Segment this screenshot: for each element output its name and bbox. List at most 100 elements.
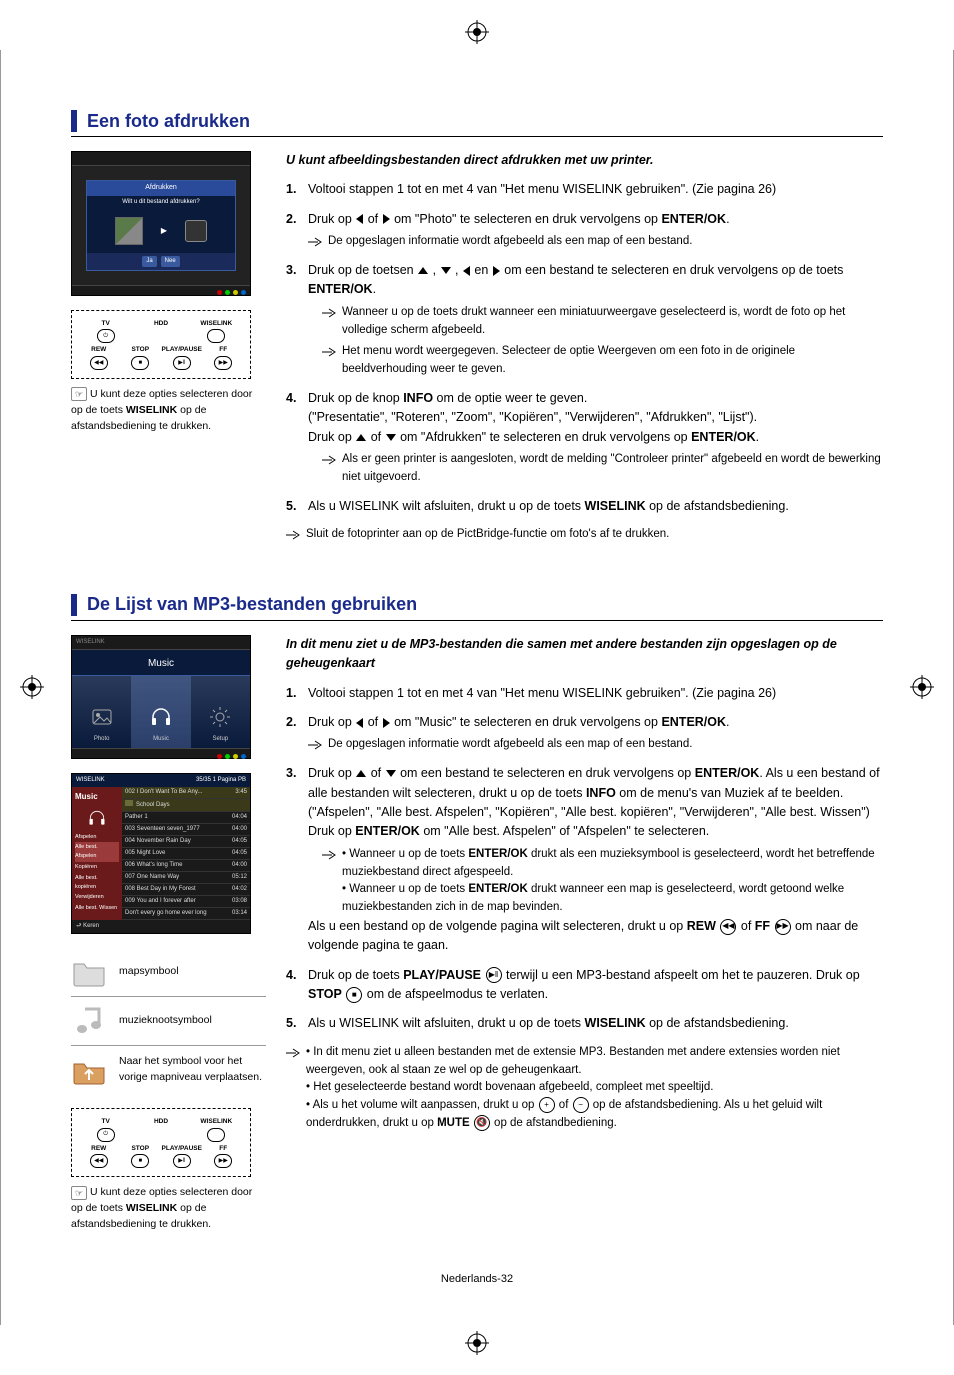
list-row: Pather 104:04 bbox=[122, 812, 250, 824]
note-arrow-icon bbox=[322, 849, 336, 859]
left-column: WISELINK Music Photo Music bbox=[71, 635, 266, 1233]
headphones-icon bbox=[149, 705, 173, 729]
mute-icon: 🔇 bbox=[474, 1115, 490, 1131]
intro-text: In dit menu ziet u de MP3-bestanden die … bbox=[286, 635, 883, 674]
stop-inline-icon: ■ bbox=[346, 987, 362, 1003]
section-title: Een foto afdrukken bbox=[87, 111, 250, 132]
up-arrow-icon bbox=[418, 267, 428, 274]
left-arrow-icon bbox=[463, 266, 470, 276]
music-note-icon bbox=[71, 1005, 107, 1037]
screenshot-music-menu: WISELINK Music Photo Music bbox=[71, 635, 251, 759]
hand-icon: ☞ bbox=[71, 387, 87, 401]
step-1: 1. Voltooi stappen 1 tot en met 4 van "H… bbox=[286, 180, 883, 199]
folder-icon bbox=[71, 956, 107, 988]
up-arrow-icon bbox=[356, 434, 366, 441]
playpause-button-icon: ▶‖ bbox=[173, 1154, 191, 1168]
section-photo-print: Een foto afdrukken Afdrukken Wilt u dit … bbox=[71, 110, 883, 554]
right-arrow-icon bbox=[493, 266, 500, 276]
page: Een foto afdrukken Afdrukken Wilt u dit … bbox=[0, 50, 954, 1325]
dialog-question: Wilt u dit bestand afdrukken? bbox=[87, 196, 235, 209]
section-bar-icon bbox=[71, 594, 77, 616]
step-2: 2. Druk op of om "Music" te selecteren e… bbox=[286, 713, 883, 754]
remote-note: ☞U kunt deze opties selecteren door op d… bbox=[71, 1185, 266, 1232]
wiselink-button-icon bbox=[207, 329, 225, 343]
list-row: 002 I Don't Want To Be Any...3:45 bbox=[122, 787, 250, 799]
screenshot-music-list: WISELINK35/35 1 Pagina PB Music Afspelen… bbox=[71, 773, 251, 934]
remote-label-rew: REW bbox=[91, 1144, 106, 1154]
list-row: 009 You and I forever after03:08 bbox=[122, 896, 250, 908]
printer-icon bbox=[185, 220, 207, 242]
right-arrow-icon bbox=[383, 718, 390, 728]
right-column: U kunt afbeeldingsbestanden direct afdru… bbox=[286, 151, 883, 554]
menu-heading: Music bbox=[72, 650, 250, 676]
remote-label-wiselink: WISELINK bbox=[200, 319, 232, 329]
remote-note: ☞U kunt deze opties selecteren door op d… bbox=[71, 387, 266, 434]
list-sidebar: Music Afspelen Alle best. Afspelen Kopië… bbox=[72, 787, 122, 920]
hdd-icon bbox=[152, 1128, 170, 1142]
remote-label-ff: FF bbox=[219, 1144, 227, 1154]
note-arrow-icon bbox=[322, 346, 336, 356]
step-4: 4. Druk op de knop INFO om de optie weer… bbox=[286, 389, 883, 487]
list-row: Don't every go home ever long03:14 bbox=[122, 908, 250, 920]
folder-up-icon bbox=[71, 1054, 107, 1086]
section-title: De Lijst van MP3-bestanden gebruiken bbox=[87, 594, 417, 615]
left-arrow-icon bbox=[356, 718, 363, 728]
remote-label-tv: TV bbox=[102, 319, 110, 329]
tail-notes: • In dit menu ziet u alleen bestanden me… bbox=[306, 1044, 883, 1133]
up-arrow-icon bbox=[356, 770, 366, 777]
note-arrow-icon bbox=[322, 307, 336, 317]
vol-down-icon: − bbox=[573, 1097, 589, 1113]
symbol-folder: mapsymbool bbox=[71, 948, 266, 997]
intro-text: U kunt afbeeldingsbestanden direct afdru… bbox=[286, 151, 883, 170]
remote-diagram: TV⏻ HDD WISELINK REW◀◀ STOP■ PLAY/PAUSE▶… bbox=[71, 310, 251, 380]
tv-button-icon: ⏻ bbox=[97, 329, 115, 343]
hdd-icon bbox=[152, 329, 170, 343]
step-3: 3. Druk op de toetsen , , en om een best… bbox=[286, 261, 883, 379]
list-row: 004 November Rain Day04:05 bbox=[122, 836, 250, 848]
step-4: 4. Druk op de toets PLAY/PAUSE ▶‖ terwij… bbox=[286, 966, 883, 1005]
ff-button-icon: ▶▶ bbox=[214, 356, 232, 370]
ff-button-icon: ▶▶ bbox=[214, 1154, 232, 1168]
gear-icon bbox=[208, 705, 232, 729]
remote-label-playpause: PLAY/PAUSE bbox=[162, 1144, 202, 1154]
remote-label-stop: STOP bbox=[131, 345, 149, 355]
wiselink-button-icon bbox=[207, 1128, 225, 1142]
menu-tile-photo: Photo bbox=[72, 676, 131, 748]
left-column: Afdrukken Wilt u dit bestand afdrukken? … bbox=[71, 151, 266, 554]
photo-tile-icon bbox=[90, 705, 114, 729]
registration-mark-top bbox=[465, 20, 489, 44]
photo-thumb-icon bbox=[115, 217, 143, 245]
list-rows: 002 I Don't Want To Be Any...3:45School … bbox=[122, 787, 250, 920]
rew-inline-icon: ◀◀ bbox=[720, 919, 736, 935]
remote-diagram: TV⏻ HDD WISELINK REW◀◀ STOP■ PLAY/PAUSE▶… bbox=[71, 1108, 251, 1178]
screenshot-print-dialog: Afdrukken Wilt u dit bestand afdrukken? … bbox=[71, 151, 251, 296]
playpause-inline-icon: ▶‖ bbox=[486, 967, 502, 983]
remote-label-playpause: PLAY/PAUSE bbox=[162, 345, 202, 355]
arrow-right-icon: ▶ bbox=[161, 225, 167, 237]
rew-button-icon: ◀◀ bbox=[90, 356, 108, 370]
playpause-button-icon: ▶‖ bbox=[173, 356, 191, 370]
remote-label-tv: TV bbox=[102, 1117, 110, 1127]
step-2: 2. Druk op of om "Photo" te selecteren e… bbox=[286, 210, 883, 251]
remote-label-hdd: HDD bbox=[154, 1117, 168, 1127]
list-row: 008 Best Day in My Forest04:02 bbox=[122, 884, 250, 896]
list-row: 006 What's long Time04:00 bbox=[122, 860, 250, 872]
menu-tile-setup: Setup bbox=[191, 676, 250, 748]
vol-up-icon: + bbox=[539, 1097, 555, 1113]
note-arrow-icon bbox=[286, 1047, 300, 1057]
down-arrow-icon bbox=[386, 770, 396, 777]
step-5: 5. Als u WISELINK wilt afsluiten, drukt … bbox=[286, 497, 883, 516]
remote-label-stop: STOP bbox=[131, 1144, 149, 1154]
symbol-music-note: muzieknootsymbool bbox=[71, 997, 266, 1046]
page-footer: Nederlands-32 bbox=[71, 1273, 883, 1285]
remote-label-rew: REW bbox=[91, 345, 106, 355]
remote-label-wiselink: WISELINK bbox=[200, 1117, 232, 1127]
right-column: In dit menu ziet u de MP3-bestanden die … bbox=[286, 635, 883, 1233]
list-row: 007 One Name Way05:12 bbox=[122, 872, 250, 884]
note-arrow-icon bbox=[322, 454, 336, 464]
tv-button-icon: ⏻ bbox=[97, 1128, 115, 1142]
symbol-legend: mapsymbool muzieknootsymbool Naar het sy… bbox=[71, 948, 266, 1094]
note-arrow-icon bbox=[286, 529, 300, 539]
section-header: Een foto afdrukken bbox=[71, 110, 883, 137]
left-arrow-icon bbox=[356, 214, 363, 224]
